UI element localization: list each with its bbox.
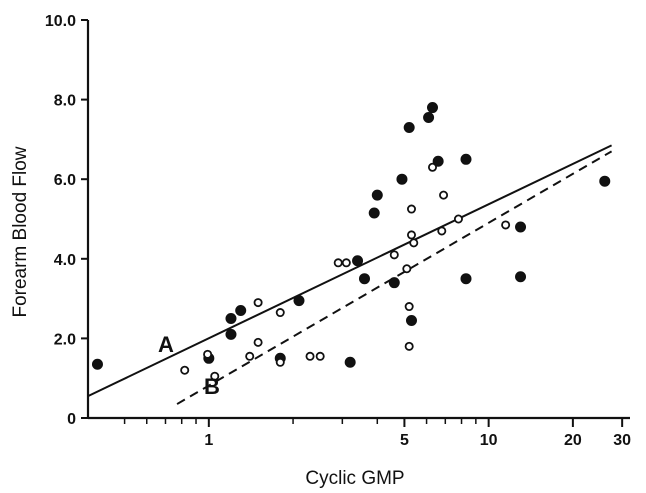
filled-point <box>403 121 415 133</box>
open-point <box>437 226 447 236</box>
filled-point <box>426 102 438 114</box>
open-point <box>333 258 343 268</box>
open-point <box>180 365 190 375</box>
filled-point <box>358 273 370 285</box>
filled-point <box>515 221 527 233</box>
open-point <box>315 351 325 361</box>
open-point <box>245 351 255 361</box>
filled-point <box>344 356 356 368</box>
fit-lines <box>87 144 613 405</box>
open-point <box>427 162 437 172</box>
y-axis-title: Forearm Blood Flow <box>10 146 31 317</box>
open-point <box>439 190 449 200</box>
filled-point <box>423 112 435 124</box>
filled-point <box>225 313 237 324</box>
filled-point <box>460 153 472 165</box>
y-tick-label: 0 <box>67 411 76 428</box>
y-tick-label: 8.0 <box>54 93 76 110</box>
filled-point <box>460 273 472 285</box>
filled-point <box>371 189 383 201</box>
ticks: 0 2.0 4.0 6.0 8.0 10.0 1 5 10 20 30 <box>45 13 631 449</box>
x-tick-label: 1 <box>204 432 213 449</box>
open-point <box>341 258 351 268</box>
open-point <box>203 349 213 359</box>
filled-point <box>352 255 364 267</box>
fit-line-a <box>87 144 613 398</box>
open-point <box>253 298 263 308</box>
filled-point <box>515 271 527 283</box>
open-point <box>275 357 285 367</box>
open-point <box>389 250 399 260</box>
x-axis-title: Cyclic GMP <box>305 468 404 489</box>
filled-point <box>388 277 400 289</box>
open-point <box>409 238 419 248</box>
open-point <box>406 230 416 240</box>
fit-line-b <box>176 150 613 405</box>
y-tick-label: 6.0 <box>54 172 76 189</box>
open-point <box>305 351 315 361</box>
open-point <box>404 302 414 312</box>
line-label-b: B <box>204 374 220 399</box>
axes <box>86 20 630 420</box>
x-tick-label: 10 <box>480 432 498 449</box>
open-point <box>406 204 416 214</box>
filled-point <box>432 155 444 167</box>
y-tick-label: 2.0 <box>54 331 76 348</box>
open-point <box>453 214 463 224</box>
x-tick-label: 5 <box>400 432 409 449</box>
x-tick-label: 20 <box>564 432 582 449</box>
filled-point <box>368 207 380 219</box>
filled-point <box>91 358 103 370</box>
labels: A B Cyclic GMP Forearm Blood Flow <box>10 146 405 489</box>
filled-point <box>235 305 247 317</box>
open-point <box>404 341 414 351</box>
filled-point <box>293 295 305 307</box>
line-label-a: A <box>158 332 174 357</box>
filled-point <box>225 328 237 340</box>
filled-point <box>405 314 417 326</box>
data-points <box>91 102 611 381</box>
open-point <box>210 371 220 381</box>
filled-point <box>396 173 408 185</box>
open-point <box>275 308 285 318</box>
y-tick-label: 4.0 <box>54 252 76 269</box>
open-point <box>501 220 511 230</box>
open-point <box>253 337 263 347</box>
y-tick-label: 10.0 <box>45 13 76 30</box>
open-point <box>402 264 412 274</box>
x-tick-label: 30 <box>613 432 631 449</box>
filled-point <box>599 175 611 187</box>
